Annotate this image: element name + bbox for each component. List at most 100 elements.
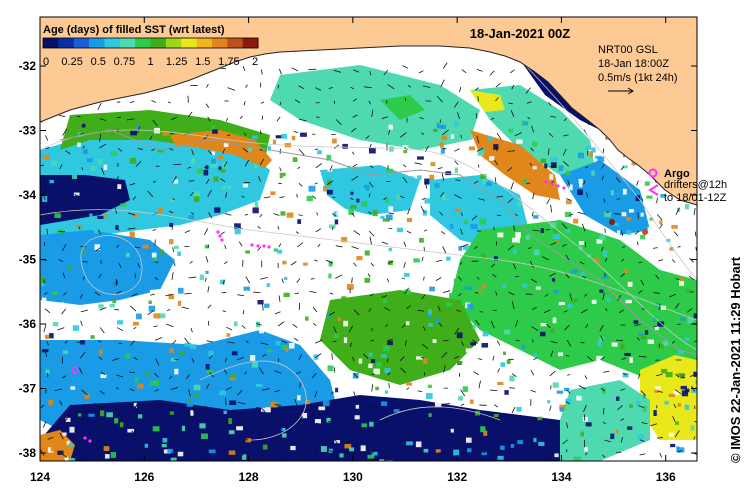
current-vector bbox=[658, 303, 661, 310]
current-vector bbox=[314, 148, 319, 150]
sst-pixel bbox=[268, 422, 275, 427]
current-vector bbox=[298, 183, 303, 187]
current-vector bbox=[261, 418, 268, 424]
colorbar-swatch bbox=[242, 38, 259, 48]
sst-pixel bbox=[227, 185, 232, 190]
sst-pixel bbox=[477, 150, 484, 156]
current-vector bbox=[185, 374, 190, 379]
sst-pixel bbox=[504, 390, 509, 395]
current-vector bbox=[529, 162, 532, 166]
sst-pixel bbox=[42, 154, 50, 160]
sst-pixel bbox=[228, 418, 232, 425]
current-vector bbox=[476, 135, 480, 144]
current-vector bbox=[244, 159, 250, 167]
current-vector bbox=[579, 261, 585, 265]
sst-pixel bbox=[80, 340, 85, 345]
sst-pixel bbox=[582, 416, 588, 422]
argo-legend-icon bbox=[648, 168, 658, 178]
sst-pixel bbox=[434, 402, 442, 408]
sst-pixel bbox=[152, 426, 160, 432]
sst-pixel bbox=[115, 225, 119, 230]
current-vector bbox=[638, 355, 647, 358]
current-vector bbox=[74, 207, 82, 214]
sst-pixel bbox=[297, 395, 301, 401]
current-vector bbox=[137, 263, 141, 269]
current-vector bbox=[585, 323, 589, 329]
current-vector bbox=[81, 418, 84, 423]
current-vector bbox=[292, 323, 298, 328]
current-vector bbox=[693, 436, 696, 440]
sst-pixel bbox=[481, 160, 489, 165]
sst-pixel bbox=[363, 184, 370, 191]
current-vector bbox=[406, 387, 410, 390]
drifter-track-point bbox=[556, 184, 560, 188]
land-australia bbox=[40, 17, 697, 205]
sst-pixel bbox=[677, 373, 685, 378]
sst-pixel bbox=[266, 283, 270, 288]
sst-pixel bbox=[679, 277, 685, 282]
sst-pixel bbox=[676, 446, 680, 452]
sst-pixel bbox=[690, 425, 695, 431]
current-vector bbox=[603, 370, 610, 373]
current-vector bbox=[461, 69, 467, 74]
current-vector bbox=[65, 150, 71, 155]
current-vector bbox=[442, 147, 447, 150]
sst-pixel bbox=[625, 217, 632, 221]
sst-pixel bbox=[617, 230, 621, 237]
current-vector bbox=[64, 340, 68, 344]
sst-pixel bbox=[434, 183, 440, 188]
current-vector bbox=[352, 356, 355, 362]
sst-pixel bbox=[540, 228, 545, 233]
current-vector bbox=[564, 324, 570, 331]
current-vector bbox=[43, 292, 48, 295]
current-vector bbox=[207, 150, 213, 155]
current-vector bbox=[171, 272, 174, 280]
sst-pixel bbox=[533, 352, 538, 358]
sst-pixel bbox=[579, 182, 583, 188]
sst-pixel bbox=[153, 257, 157, 262]
sst-pixel bbox=[585, 145, 592, 151]
current-vector bbox=[262, 388, 270, 391]
sst-pixel bbox=[413, 258, 420, 263]
current-vector bbox=[584, 452, 588, 456]
sst-pixel bbox=[380, 215, 385, 219]
sst-pixel bbox=[456, 332, 463, 339]
current-vector bbox=[453, 101, 459, 108]
sst-pixel bbox=[305, 316, 309, 321]
current-vector bbox=[351, 175, 359, 181]
current-vector bbox=[566, 389, 571, 394]
current-vector bbox=[333, 367, 336, 373]
current-vector bbox=[657, 437, 664, 439]
sst-pixel bbox=[424, 198, 432, 204]
current-vector bbox=[615, 177, 621, 183]
sst-pixel bbox=[54, 213, 61, 218]
current-vector bbox=[116, 374, 124, 378]
current-vector bbox=[118, 434, 121, 440]
current-vector bbox=[387, 404, 391, 408]
sst-pixel bbox=[497, 232, 504, 238]
current-vector bbox=[687, 308, 693, 313]
current-vector bbox=[126, 118, 135, 121]
sst-pixel bbox=[273, 248, 278, 252]
sst-pixel bbox=[629, 357, 633, 363]
sst-pixel bbox=[52, 322, 59, 327]
current-vector bbox=[497, 368, 501, 373]
sst-pixel bbox=[361, 201, 368, 207]
sst-pixel bbox=[308, 185, 316, 192]
sst-pixel bbox=[205, 270, 209, 274]
sst-pixel bbox=[405, 321, 410, 326]
current-vector bbox=[437, 421, 443, 424]
current-vector bbox=[317, 243, 321, 248]
sst-pixel bbox=[604, 168, 609, 173]
current-vector bbox=[568, 213, 574, 216]
sst-pixel bbox=[625, 299, 632, 304]
sst-pixel bbox=[281, 428, 286, 432]
sst-pixel bbox=[512, 237, 518, 243]
sst-pixel bbox=[458, 396, 464, 401]
current-vector bbox=[263, 196, 271, 199]
sst-pixel bbox=[558, 302, 566, 306]
sst-pixel bbox=[342, 143, 348, 149]
sst-pixel bbox=[475, 410, 480, 416]
sst-pixel bbox=[262, 444, 268, 450]
current-vector bbox=[514, 213, 518, 217]
